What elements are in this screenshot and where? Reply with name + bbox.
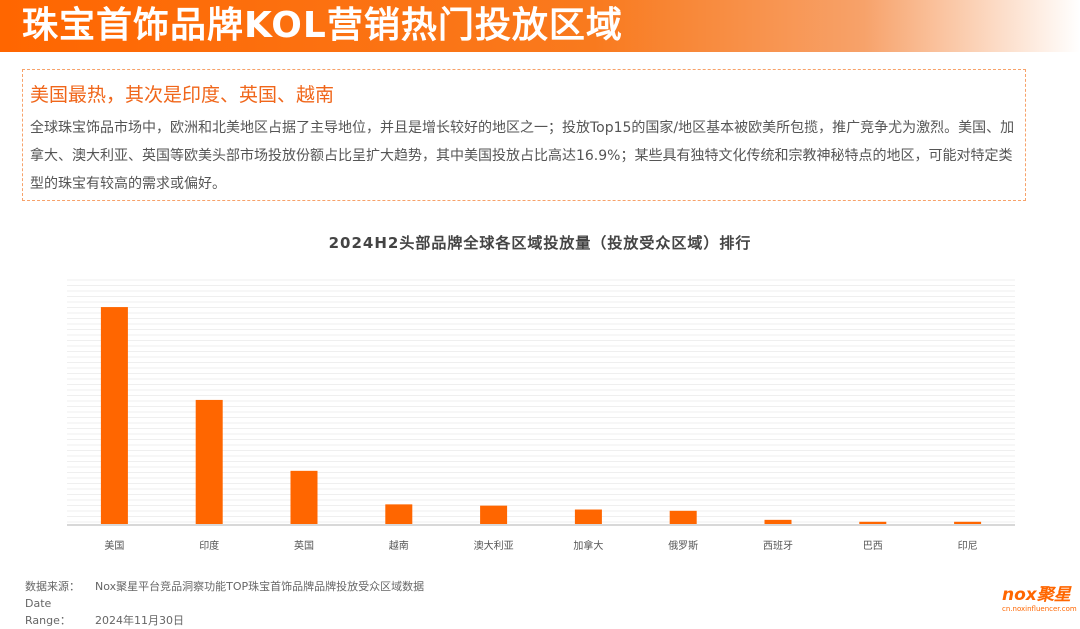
bar-chart: 美国 印度 英国 越南 澳大利亚 加拿大 俄罗斯 西班牙 巴西 印尼 bbox=[67, 279, 1015, 552]
header-banner: 珠宝首饰品牌KOL营销热门投放区域 bbox=[0, 0, 1080, 52]
source-value: Nox聚星平台竞品洞察功能TOP珠宝首饰品牌品牌投放受众区域数据 bbox=[95, 580, 425, 593]
summary-body: 全球珠宝饰品市场中，欧洲和北美地区占据了主导地位，并且是增长较好的地区之一；投放… bbox=[30, 120, 1015, 192]
date-value: 2024年11月30日 bbox=[95, 614, 184, 627]
logo-text: nox聚星 bbox=[1002, 585, 1071, 605]
bar bbox=[669, 510, 697, 525]
bar bbox=[195, 399, 223, 525]
x-tick-label: 印度 bbox=[199, 539, 219, 552]
x-tick-label: 印尼 bbox=[958, 540, 978, 552]
x-tick-label: 美国 bbox=[104, 539, 124, 552]
source-label: 数据来源： bbox=[25, 580, 80, 593]
summary-box: 美国最热，其次是印度、英国、越南 全球珠宝饰品市场中，欧洲和北美地区占据了主导地… bbox=[22, 69, 1026, 201]
x-tick-label: 英国 bbox=[294, 539, 314, 552]
x-tick-label: 澳大利亚 bbox=[474, 539, 514, 552]
bar bbox=[574, 509, 602, 525]
x-tick-label: 西班牙 bbox=[763, 540, 793, 552]
bar bbox=[290, 470, 318, 525]
data-source: 数据来源： Nox聚星平台竞品洞察功能TOP珠宝首饰品牌品牌投放受众区域数据 Da… bbox=[25, 578, 424, 629]
x-tick-label: 越南 bbox=[389, 539, 409, 552]
bar bbox=[100, 307, 128, 525]
summary-headline: 美国最热，其次是印度、英国、越南 bbox=[30, 84, 335, 106]
bar bbox=[859, 521, 887, 525]
bar bbox=[480, 505, 508, 525]
page-title: 珠宝首饰品牌KOL营销热门投放区域 bbox=[22, 5, 623, 46]
x-tick-label: 加拿大 bbox=[573, 539, 603, 552]
chart-title: 2024H2头部品牌全球各区域投放量（投放受众区域）排行 bbox=[328, 234, 752, 252]
date-label: Date Range： bbox=[25, 597, 71, 627]
x-tick-label: 巴西 bbox=[863, 540, 883, 552]
logo-url: cn.noxinfluencer.com bbox=[1002, 605, 1077, 613]
x-tick-label: 俄罗斯 bbox=[668, 539, 698, 552]
bar bbox=[385, 504, 413, 525]
bar bbox=[954, 521, 982, 525]
nox-logo: nox聚星 cn.noxinfluencer.com bbox=[1002, 580, 1077, 613]
bar bbox=[764, 519, 792, 525]
